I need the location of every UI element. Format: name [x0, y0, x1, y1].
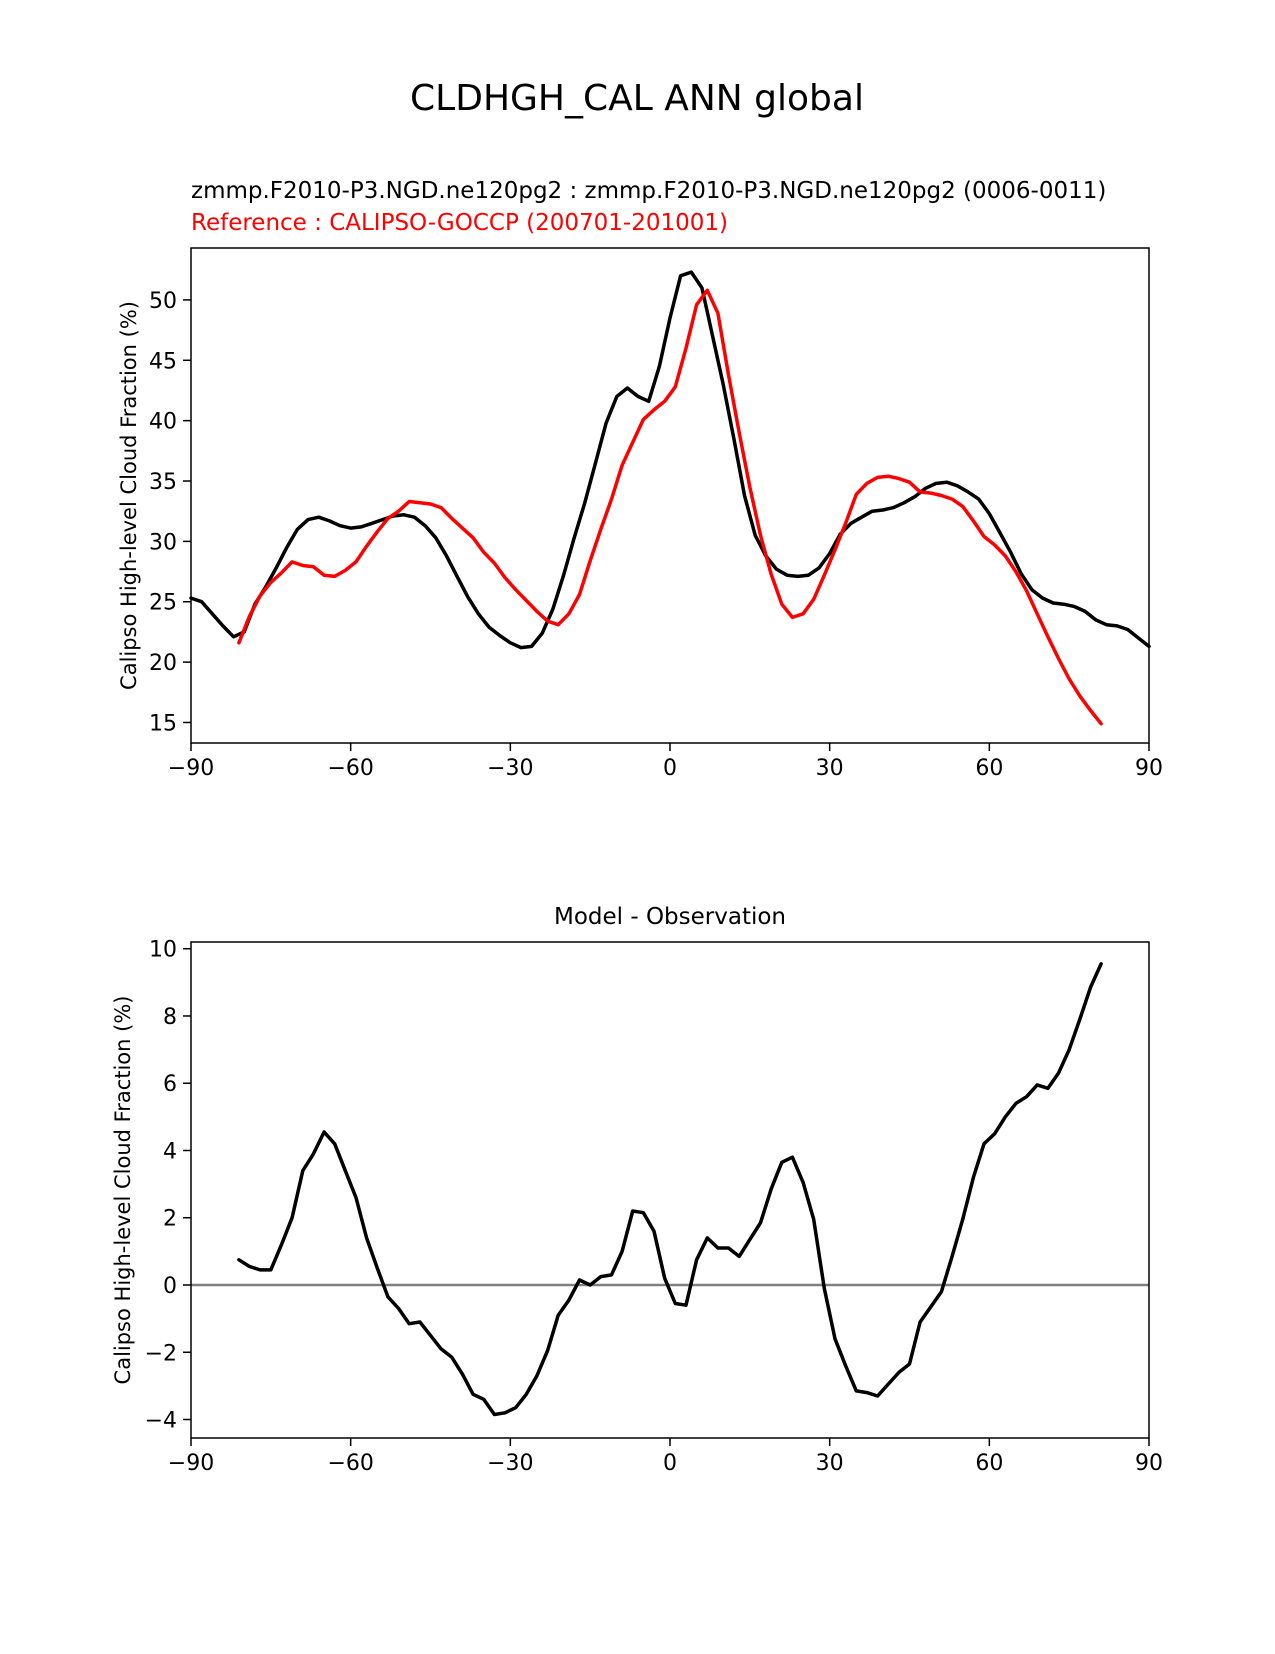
series-line-model [189, 270, 1151, 650]
y-tick-label: −2 [145, 1341, 177, 1366]
figure-title: CLDHGH_CAL ANN global [410, 78, 864, 119]
x-tick-label: −60 [327, 1451, 373, 1476]
y-axis-label: Calipso High-level Cloud Fraction (%) [117, 301, 141, 690]
y-tick-label: −4 [145, 1409, 177, 1434]
y-tick-label: 2 [163, 1207, 177, 1232]
series-line-difference [237, 962, 1103, 1417]
x-tick-label: 60 [975, 756, 1003, 781]
bottom-chart-panel: −90 −60 −30 0 30 60 90 −4 −2 0 2 4 6 8 10 Calipso High-… [111, 938, 1163, 1476]
y-tick-label: 40 [149, 410, 177, 435]
y-tick-label: 50 [149, 289, 177, 314]
y-tick-label: 25 [149, 591, 177, 616]
x-tick-label: −90 [168, 1451, 214, 1476]
y-tick-label: 6 [163, 1072, 177, 1097]
y-tick-label: 20 [149, 651, 177, 676]
x-tick-label: −30 [487, 756, 533, 781]
x-tick-label: 0 [663, 1451, 677, 1476]
x-tick-label: 30 [816, 1451, 844, 1476]
x-tick-label: 90 [1135, 1451, 1163, 1476]
y-tick-label: 4 [163, 1139, 177, 1164]
x-tick-label: −30 [487, 1451, 533, 1476]
y-tick-label: 15 [149, 711, 177, 736]
x-tick-label: 60 [975, 1451, 1003, 1476]
x-tick-label: −60 [327, 756, 373, 781]
y-tick-label: 8 [163, 1005, 177, 1030]
x-tick-label: 90 [1135, 756, 1163, 781]
y-tick-label: 30 [149, 530, 177, 555]
x-tick-label: −90 [168, 756, 214, 781]
y-tick-label: 35 [149, 470, 177, 495]
y-tick-label: 45 [149, 349, 177, 374]
top-subtitle-reference: Reference : CALIPSO-GOCCP (200701-201001… [191, 210, 728, 236]
top-chart-panel: −90 −60 −30 0 30 60 90 15 20 25 30 35 40 45 50 Calipso … [117, 247, 1163, 781]
x-tick-label: 0 [663, 756, 677, 781]
y-tick-label: 0 [163, 1274, 177, 1299]
y-axis-label: Calipso High-level Cloud Fraction (%) [111, 996, 135, 1385]
plot-frame [190, 941, 1150, 1439]
y-tick-label: 10 [149, 938, 177, 963]
x-tick-label: 30 [816, 756, 844, 781]
top-subtitle-model: zmmp.F2010-P3.NGD.ne120pg2 : zmmp.F2010-… [191, 178, 1106, 204]
series-line-reference [237, 288, 1103, 726]
bottom-chart-title: Model - Observation [554, 904, 786, 930]
